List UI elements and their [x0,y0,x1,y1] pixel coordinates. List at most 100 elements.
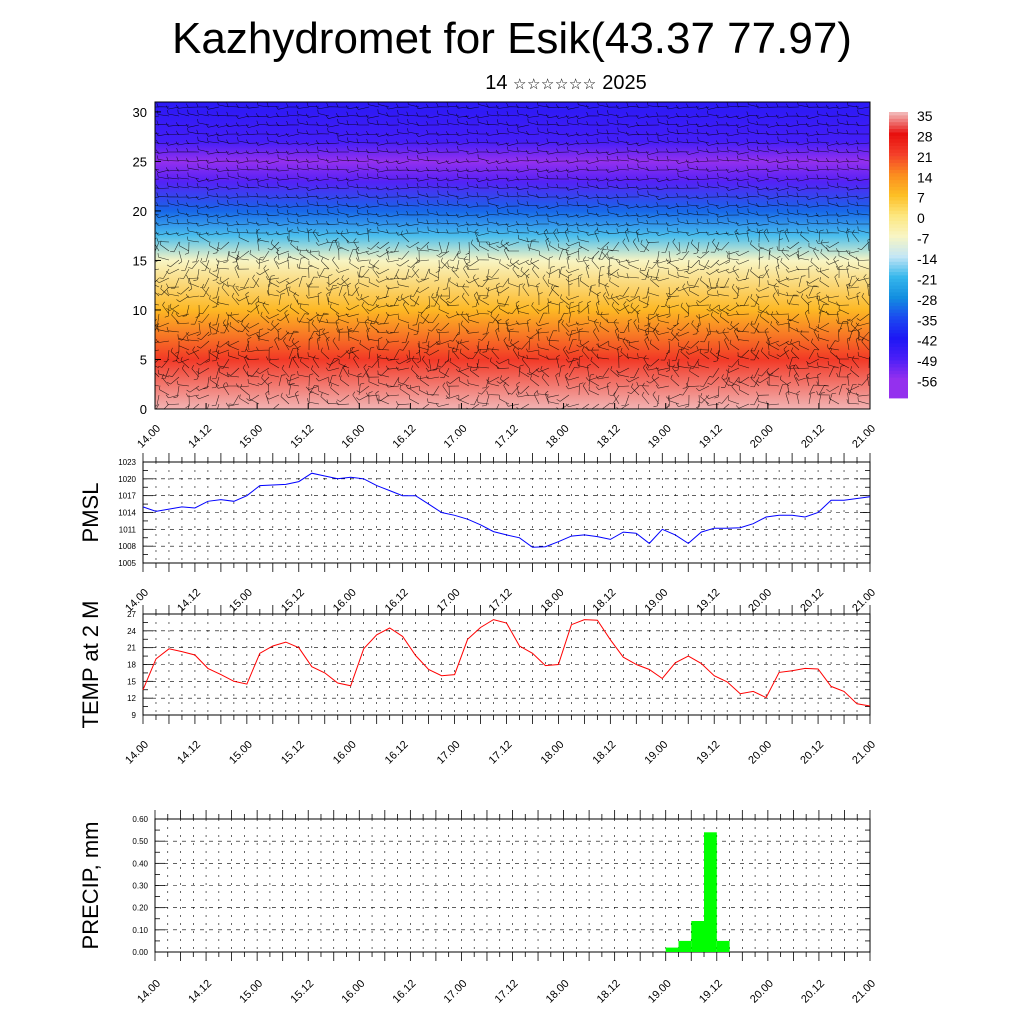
precip-bar [665,947,679,952]
colorbar-segment [889,333,908,338]
y-tick-label: 0.50 [132,837,148,846]
y-tick-label: 5 [140,352,147,367]
y-tick-label: 1020 [118,475,136,484]
y-axis-title: PMSL [78,483,103,543]
x-tick-label: 16.12 [383,587,411,615]
temp-series-line [142,619,871,707]
colorbar-label: -21 [917,271,937,287]
y-tick-label: 18 [127,661,136,670]
x-tick-label: 17.00 [442,978,470,1006]
x-tick-label: 18.12 [591,587,619,615]
x-tick-label: 16.12 [391,423,419,451]
colorbar-segment [889,200,908,205]
x-tick-label: 19.12 [694,587,722,615]
x-tick-label: 20.00 [748,423,776,451]
colorbar-segment [889,193,908,198]
x-tick-label: 15.12 [279,739,307,767]
colorbar-segment [889,180,908,184]
colorbar-segment [889,282,908,287]
y-tick-label: 1008 [118,542,136,551]
colorbar-segment [889,261,908,266]
y-tick-label: 21 [127,644,136,653]
x-tick-label: 18.12 [595,423,623,451]
colorbar-segment [889,122,908,127]
colorbar-segment [889,118,908,123]
x-tick-label: 19.12 [697,978,725,1006]
x-tick-label: 17.12 [493,978,521,1006]
x-tick-label: 18.12 [591,739,619,767]
colorbar-segment [889,190,908,195]
colorbar-segment [889,278,908,283]
colorbar-segment [889,125,908,130]
x-tick-label: 14.00 [135,978,163,1006]
y-tick-label: 0.20 [132,904,148,913]
y-tick-label: 25 [133,154,147,169]
colorbar-segment [889,285,908,290]
colorbar-segment [889,380,908,385]
colorbar-segment [889,186,908,191]
colorbar-label: -42 [917,333,937,349]
colorbar-label: -49 [917,353,937,369]
colorbar-segment [889,115,908,120]
x-tick-label: 16.00 [331,587,359,615]
x-tick-label: 19.00 [642,587,670,615]
y-tick-label: 9 [132,711,137,720]
x-tick-label: 16.00 [339,423,367,451]
colorbar-segment [889,146,908,150]
colorbar-segment [889,112,908,116]
colorbar-segment [889,312,908,317]
colorbar-segment [889,241,908,246]
x-tick-label: 19.00 [642,739,670,767]
x-tick-label: 18.12 [595,978,623,1006]
colorbar-segment [889,149,908,154]
colorbar-segment [889,258,908,263]
colorbar-segment [889,377,908,382]
x-tick-label: 21.00 [850,587,878,615]
colorbar-segment [889,156,908,161]
x-tick-label: 20.00 [748,978,776,1006]
y-tick-label: 1017 [118,492,136,501]
colorbar-segment [889,353,908,358]
colorbar-label: 0 [917,210,925,226]
colorbar-segment [889,214,908,218]
pmsl-series-line [142,472,871,548]
y-tick-label: 15 [133,253,147,268]
y-tick-label: 1011 [119,525,137,534]
y-tick-label: 1023 [118,458,136,467]
x-tick-label: 15.12 [279,587,307,615]
colorbar-segment [889,306,908,310]
colorbar-segment [889,319,908,324]
colorbar-segment [889,265,908,270]
colorbar-segment [889,248,908,252]
x-tick-label: 15.00 [227,739,255,767]
date-day: 14 [485,72,508,94]
colorbar-segment [889,343,908,348]
colorbar-label: -7 [917,231,930,247]
colorbar-segment [889,142,908,147]
colorbar-segment [889,231,908,235]
colorbar-segment [889,336,908,341]
colorbar-segment [889,316,908,321]
y-tick-label: 12 [127,694,136,703]
colorbar-segment [889,166,908,171]
y-tick-label: 0.60 [132,815,148,824]
colorbar-label: 21 [917,149,933,165]
x-tick-label: 15.00 [237,423,265,451]
colorbar-segment [889,275,908,280]
colorbar-segment [889,251,908,256]
colorbar-segment [889,323,908,327]
x-tick-label: 17.00 [435,739,463,767]
colorbar-label: 28 [917,128,933,144]
y-axis-title: TEMP at 2 M [78,601,103,729]
colorbar-label: -14 [917,251,937,267]
colorbar-segment [889,391,908,395]
x-tick-label: 17.12 [487,587,515,615]
x-tick-label: 17.12 [487,739,515,767]
colorbar-segment [889,227,908,232]
x-tick-label: 18.00 [539,587,567,615]
x-tick-label: 19.00 [646,423,674,451]
colorbar-segment [889,384,908,389]
precip-bar [691,921,705,952]
colorbar-segment [889,367,908,372]
y-tick-label: 0.30 [132,882,148,891]
